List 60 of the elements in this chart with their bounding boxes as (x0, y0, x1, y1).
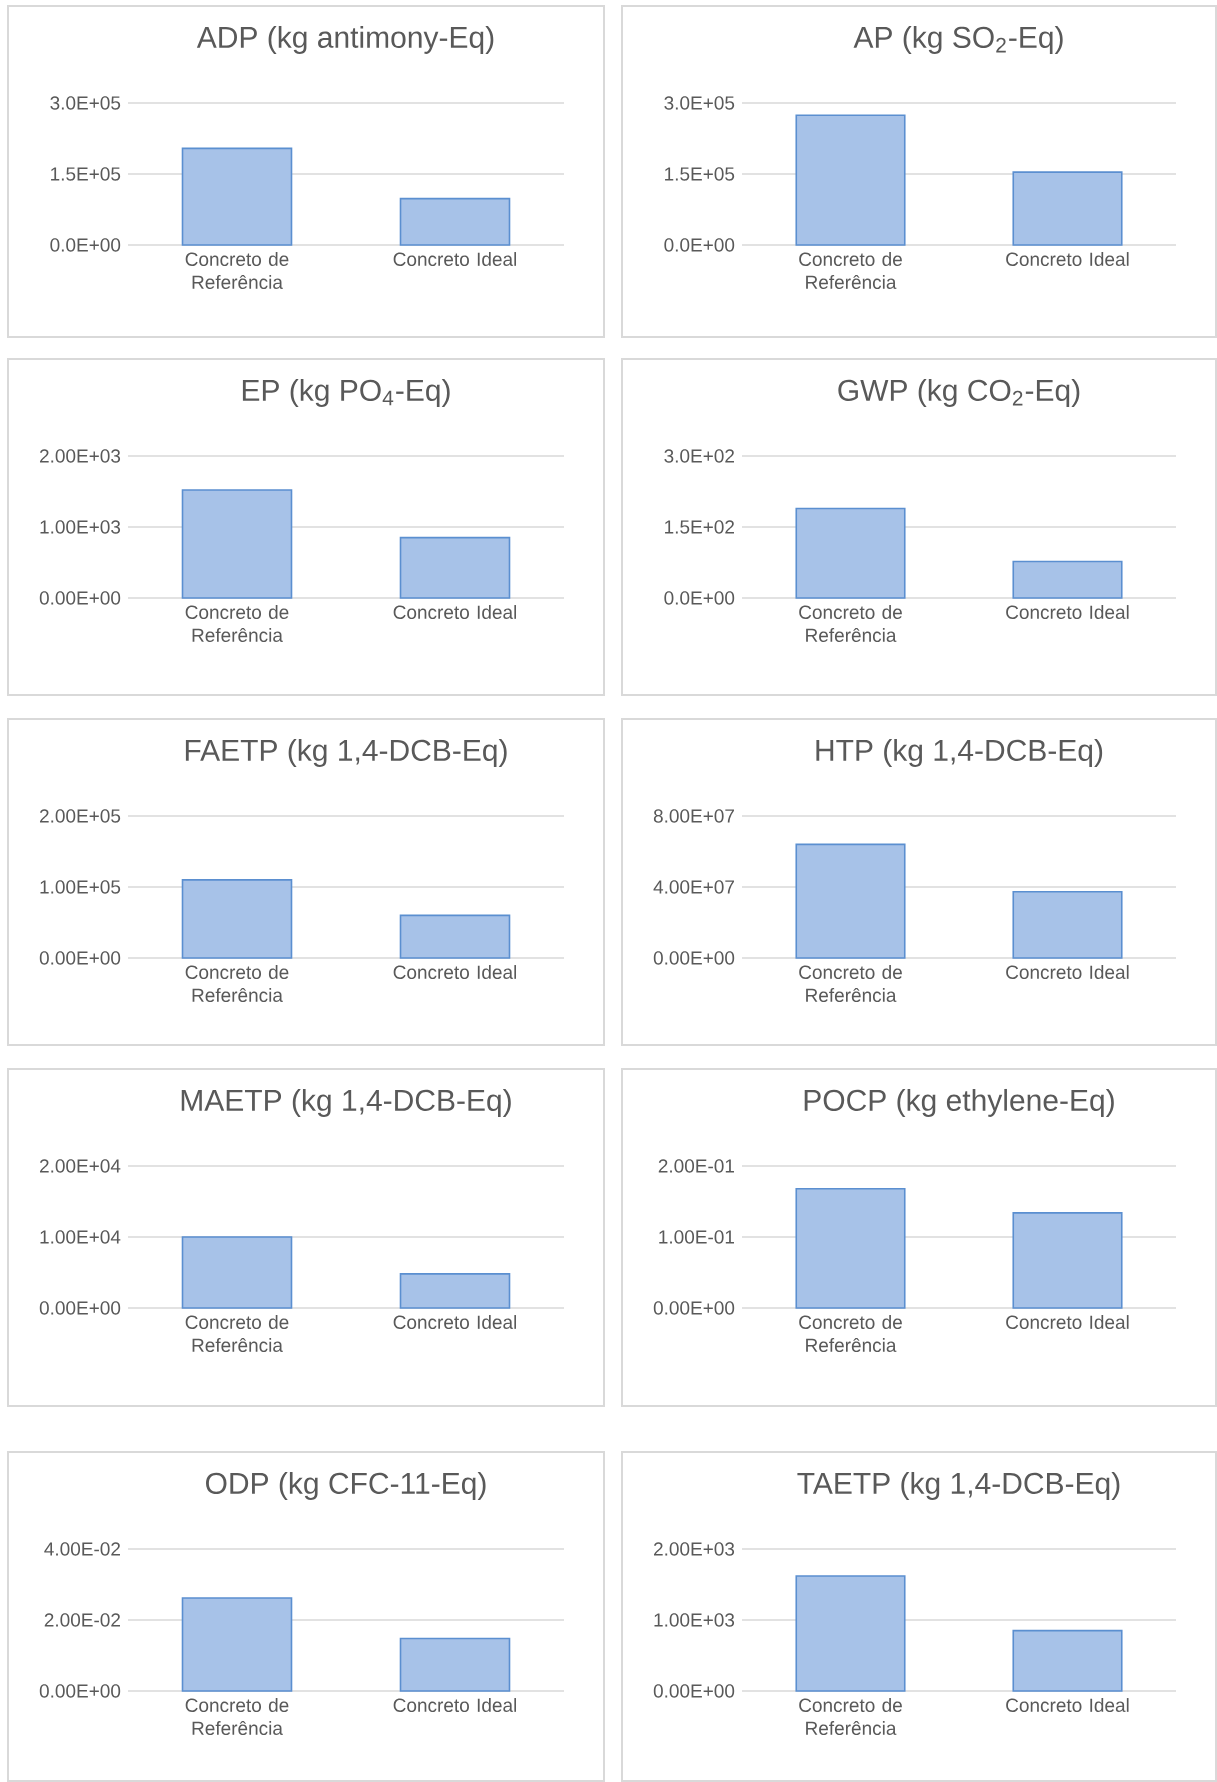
x-tick-label: Concreto de Referência (185, 1698, 289, 1736)
x-tick-label: Concreto Ideal (393, 605, 517, 620)
chart-title: EP (kg PO$_{4}$-Eq) (242, 378, 450, 407)
y-tick-label: 2.00E+05 (39, 809, 121, 823)
x-tick-label: Concreto Ideal (1006, 605, 1129, 620)
y-tick-label: 0.00E+00 (39, 951, 121, 965)
y-tick-label: 1.00E-01 (659, 1230, 734, 1244)
x-tick-label: Concreto Ideal (393, 1698, 517, 1713)
y-tick-label: 1.5E+05 (51, 167, 121, 181)
chart-title: MAETP (kg 1,4-DCB-Eq) (181, 1088, 511, 1117)
x-tick-label: Concreto de Referência (185, 1315, 289, 1353)
y-tick-label: 0.00E+00 (39, 1301, 121, 1315)
x-tick-label: Concreto de Referência (799, 1698, 902, 1736)
y-tick-label: 0.00E+00 (39, 1684, 121, 1698)
y-tick-label: 1.00E+04 (40, 1230, 121, 1244)
chart-title: HTP (kg 1,4-DCB-Eq) (816, 738, 1103, 767)
x-tick-label: Concreto de Referência (799, 605, 902, 643)
y-tick-label: 2.00E-01 (658, 1159, 734, 1173)
y-tick-label: 2.00E+03 (654, 1542, 735, 1556)
y-tick-label: 2.00E-02 (44, 1613, 120, 1627)
y-tick-label: 0.00E+00 (653, 1684, 735, 1698)
y-tick-label: 3.0E+05 (50, 96, 121, 110)
y-tick-label: 3.0E+02 (664, 449, 734, 463)
y-tick-label: 1.5E+05 (665, 167, 735, 181)
chart-title: POCP (kg ethylene-Eq) (804, 1088, 1114, 1117)
chart-title: FAETP (kg 1,4-DCB-Eq) (185, 738, 507, 767)
y-tick-label: 2.00E+03 (39, 449, 121, 463)
x-tick-label: Concreto de Referência (799, 1315, 902, 1353)
x-tick-label: Concreto de Referência (185, 965, 289, 1003)
x-tick-label: Concreto Ideal (393, 1315, 517, 1330)
y-tick-label: 0.00E+00 (653, 951, 735, 965)
y-tick-label: 1.5E+02 (665, 520, 734, 534)
chart-title: ADP (kg antimony-Eq) (196, 25, 494, 54)
y-tick-label: 0.0E+00 (664, 238, 735, 252)
y-tick-label: 2.00E+04 (39, 1159, 121, 1173)
chart-title: TAETP (kg 1,4-DCB-Eq) (797, 1471, 1120, 1500)
x-tick-label: Concreto Ideal (1006, 965, 1129, 980)
y-tick-label: 1.00E+03 (40, 520, 121, 534)
x-tick-label: Concreto de Referência (185, 605, 289, 643)
y-tick-label: 0.0E+00 (50, 238, 121, 252)
y-tick-label: 0.00E+00 (653, 1301, 735, 1315)
y-tick-label: 0.0E+00 (664, 591, 735, 605)
y-tick-label: 8.00E+07 (653, 809, 734, 823)
y-tick-label: 4.00E+07 (653, 880, 734, 894)
y-tick-label: 3.0E+05 (664, 96, 735, 110)
x-tick-label: Concreto Ideal (1006, 252, 1129, 266)
x-tick-label: Concreto Ideal (393, 252, 517, 266)
chart-title: AP (kg SO$_{2}$-Eq) (853, 25, 1063, 54)
x-tick-label: Concreto de Referência (799, 965, 902, 1003)
chart-title: ODP (kg CFC-11-Eq) (206, 1471, 486, 1500)
x-tick-label: Concreto Ideal (1006, 1698, 1129, 1713)
y-tick-label: 4.00E-02 (44, 1542, 120, 1556)
y-tick-label: 0.00E+00 (39, 591, 121, 605)
chart-title: GWP (kg CO$_{2}$-Eq) (838, 378, 1080, 407)
x-tick-label: Concreto de Referência (185, 252, 289, 289)
y-tick-label: 1.00E+03 (654, 1613, 735, 1627)
y-tick-label: 1.00E+05 (40, 880, 121, 894)
x-tick-label: Concreto de Referência (799, 252, 902, 289)
x-tick-label: Concreto Ideal (1006, 1315, 1129, 1330)
x-tick-label: Concreto Ideal (393, 965, 517, 980)
